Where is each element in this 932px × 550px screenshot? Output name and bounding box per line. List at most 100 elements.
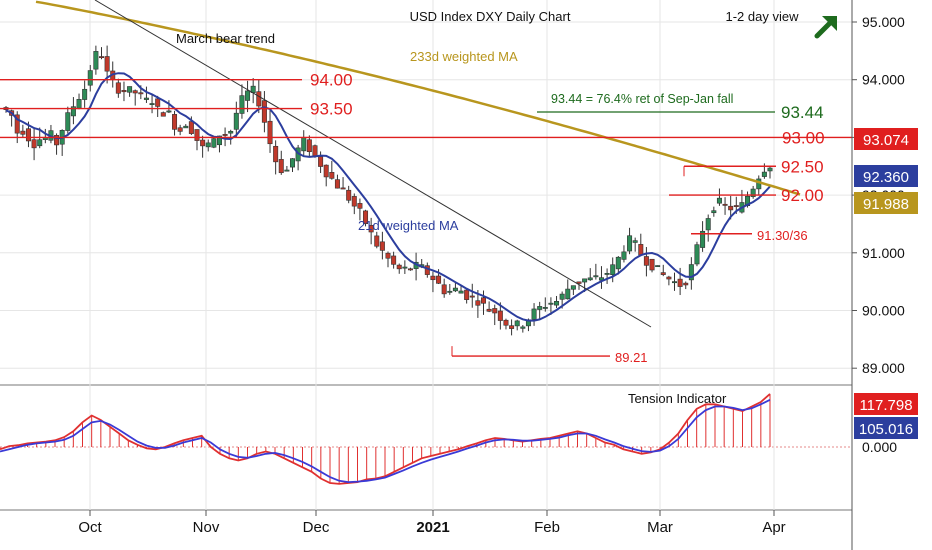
candle-body: [216, 135, 222, 146]
candle: [368, 217, 374, 245]
x-tick-label: Oct: [78, 519, 102, 536]
candle: [205, 139, 211, 152]
candle-body: [542, 307, 548, 309]
candle-body: [565, 288, 571, 300]
candle-body: [452, 287, 458, 292]
candle: [610, 257, 616, 283]
candle: [149, 94, 155, 114]
candle-body: [576, 281, 582, 284]
candle-body: [436, 275, 442, 284]
candle: [649, 258, 655, 273]
candle-body: [323, 164, 329, 178]
candle: [464, 288, 470, 304]
price-tag-label: 92.360: [863, 169, 909, 186]
level-label: 92.00: [781, 186, 824, 205]
x-tick-label: Feb: [534, 519, 560, 536]
candle-body: [256, 91, 262, 107]
tension-line: [0, 393, 771, 485]
candle-body: [70, 106, 76, 117]
candle: [407, 267, 413, 271]
candle-body: [497, 310, 503, 321]
candle: [643, 247, 649, 277]
candle: [598, 266, 604, 289]
candle-body: [621, 251, 627, 260]
candle-body: [700, 230, 706, 248]
candle: [671, 272, 677, 291]
candle-body: [492, 308, 498, 314]
osc-tag-label: 105.016: [859, 421, 913, 438]
candle: [284, 166, 290, 172]
candle-body: [301, 137, 307, 152]
candle-body: [351, 196, 357, 207]
candle: [177, 124, 183, 136]
candle: [289, 158, 295, 173]
candle-body: [728, 205, 734, 211]
candle: [480, 290, 486, 315]
candle: [683, 281, 689, 290]
candle-body: [711, 210, 717, 214]
candle-body: [346, 189, 352, 201]
candle-body: [37, 139, 43, 147]
candle-body: [261, 100, 267, 123]
candle: [216, 135, 222, 153]
level-label: 89.21: [615, 350, 648, 365]
candle: [20, 124, 26, 138]
candle: [250, 78, 256, 104]
candle: [59, 129, 65, 156]
candle-body: [587, 277, 593, 281]
candle: [351, 193, 357, 215]
candle: [233, 101, 239, 138]
candle-body: [211, 138, 217, 148]
candle-body: [447, 290, 453, 293]
signal-line: [0, 398, 771, 484]
candle: [295, 144, 301, 171]
candle: [70, 97, 76, 125]
candle: [509, 319, 515, 336]
y-tick-label: 89.000: [862, 360, 905, 376]
candle-body: [683, 282, 689, 286]
candle: [76, 93, 82, 110]
candle: [363, 209, 369, 227]
candle: [700, 221, 706, 252]
candle: [93, 45, 99, 75]
level-label: 94.00: [310, 71, 353, 90]
ma21-line: [5, 72, 771, 322]
candle: [374, 231, 380, 249]
candle-body: [655, 265, 661, 268]
candle: [99, 47, 105, 60]
candle-body: [188, 121, 194, 134]
candle-body: [172, 114, 178, 130]
ma233-line: [35, 0, 801, 196]
candle-body: [99, 56, 105, 59]
candle-body: [615, 256, 621, 270]
candle: [447, 284, 453, 295]
candle: [430, 271, 436, 293]
candle-body: [677, 278, 683, 287]
candle: [688, 257, 694, 290]
candle-body: [559, 293, 565, 300]
candle: [548, 297, 554, 315]
candle-body: [643, 256, 649, 266]
candle: [514, 319, 520, 331]
candle-body: [537, 306, 543, 310]
candle-body: [245, 90, 251, 101]
candle: [160, 111, 166, 117]
candle-body: [340, 187, 346, 190]
candle: [621, 245, 627, 263]
arrow-head: [822, 16, 837, 31]
tension-title: Tension Indicator: [628, 391, 727, 406]
candle-body: [402, 266, 408, 269]
ma233-label: 233d weighted MA: [410, 49, 518, 64]
candle: [711, 206, 717, 217]
candle-body: [228, 130, 234, 134]
candle: [396, 263, 402, 274]
price-tag: [854, 128, 918, 150]
candle: [716, 188, 722, 206]
candle-body: [76, 99, 82, 109]
candle: [503, 318, 509, 330]
candle: [750, 185, 756, 199]
candle-body: [458, 290, 464, 294]
candle: [82, 80, 88, 108]
candle-body: [222, 134, 228, 136]
